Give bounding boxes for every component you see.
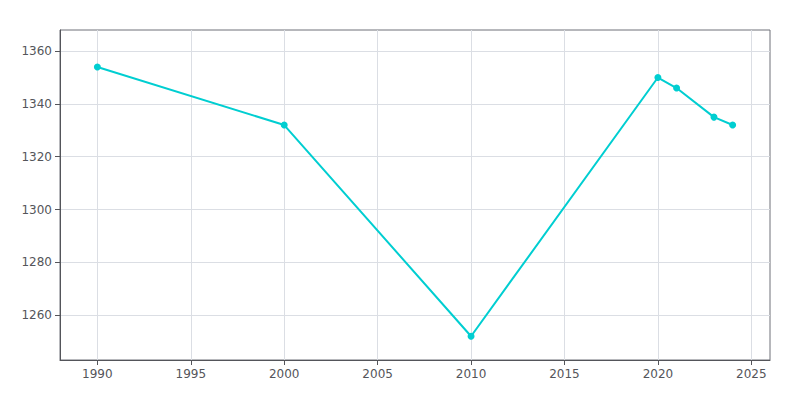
svg-text:2020: 2020 [643,367,674,381]
svg-text:2010: 2010 [456,367,487,381]
svg-text:1340: 1340 [21,97,52,111]
svg-text:1260: 1260 [21,308,52,322]
svg-text:2005: 2005 [362,367,393,381]
svg-text:1300: 1300 [21,203,52,217]
svg-text:2000: 2000 [269,367,300,381]
svg-text:1320: 1320 [21,150,52,164]
svg-text:1280: 1280 [21,255,52,269]
svg-text:1995: 1995 [176,367,207,381]
svg-text:1360: 1360 [21,44,52,58]
svg-text:2015: 2015 [549,367,580,381]
svg-text:2025: 2025 [736,367,767,381]
svg-text:1990: 1990 [82,367,113,381]
